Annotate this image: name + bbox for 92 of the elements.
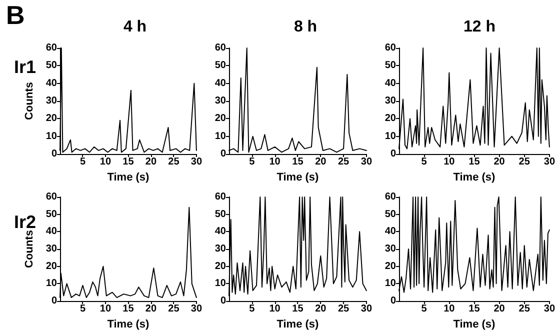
x-tick-label: 20	[494, 304, 506, 314]
x-tick-label: 15	[292, 304, 304, 314]
y-tick-label: 40	[46, 78, 58, 89]
x-tick-label: 30	[360, 304, 372, 314]
x-tick-label: 10	[100, 156, 112, 168]
y-tick-label: 60	[46, 42, 58, 54]
y-tick-label: 20	[214, 260, 226, 272]
y-tick-label: 40	[46, 226, 58, 238]
y-tick-label: 10	[46, 130, 58, 142]
x-tick-label: 5	[421, 304, 428, 314]
y-tick-label: 0	[51, 296, 58, 306]
y-tick-label: 30	[46, 96, 58, 106]
y-tick-label: 0	[220, 296, 226, 306]
x-axis-title: Time (s)	[453, 318, 496, 330]
y-tick-label: 20	[384, 113, 396, 124]
text: Ir2	[14, 212, 36, 232]
text: B	[6, 0, 25, 30]
text: Ir1	[14, 57, 36, 77]
chart-title: 4 h	[123, 18, 147, 36]
y-axis-title: Counts	[23, 230, 36, 268]
y-tick-label: 0	[51, 148, 58, 160]
y-tick-label: 10	[384, 130, 396, 142]
y-tick-label: 50	[384, 60, 396, 72]
y-tick-label: 50	[214, 208, 226, 220]
x-tick-label: 25	[338, 156, 350, 168]
chart-title: 12 h	[463, 18, 496, 36]
y-tick-label: 30	[214, 244, 226, 254]
y-tick-label: 10	[384, 278, 396, 290]
x-tick-label: 10	[269, 156, 281, 168]
y-tick-label: 20	[46, 113, 58, 124]
y-tick-label: 50	[46, 208, 58, 220]
y-tick-label: 40	[384, 78, 396, 89]
x-tick-label: 25	[168, 156, 180, 168]
x-tick-label: 30	[190, 304, 202, 314]
x-tick-label: 30	[544, 156, 556, 168]
y-tick-label: 10	[214, 278, 226, 290]
x-tick-label: 15	[122, 304, 134, 314]
x-tick-label: 25	[168, 304, 180, 314]
x-axis-title: Time (s)	[276, 171, 320, 184]
x-axis-title: Time (s)	[276, 318, 320, 330]
y-tick-label: 60	[214, 192, 226, 202]
y-tick-label: 60	[214, 42, 226, 54]
y-tick-label: 50	[384, 208, 396, 220]
x-tick-label: 15	[122, 156, 134, 168]
y-tick-label: 30	[384, 96, 396, 106]
x-tick-label: 15	[468, 156, 480, 168]
y-axis-title: Counts	[23, 82, 36, 120]
y-tick-label: 60	[384, 192, 396, 202]
y-tick-label: 30	[214, 96, 226, 106]
x-tick-label: 10	[100, 304, 112, 314]
y-tick-label: 20	[214, 113, 226, 124]
x-tick-label: 10	[269, 304, 281, 314]
x-tick-label: 20	[145, 304, 157, 314]
x-tick-label: 20	[494, 156, 506, 168]
x-tick-label: 20	[315, 304, 327, 314]
x-tick-label: 10	[444, 304, 456, 314]
y-tick-label: 10	[214, 130, 226, 142]
chart-title: 8 h	[294, 18, 318, 36]
x-tick-label: 20	[315, 156, 327, 168]
x-tick-label: 5	[80, 304, 86, 314]
x-tick-label: 5	[249, 156, 256, 168]
x-tick-label: 25	[518, 156, 530, 168]
y-tick-label: 60	[384, 42, 396, 54]
x-tick-label: 25	[338, 304, 350, 314]
x-tick-label: 30	[190, 156, 202, 168]
y-tick-label: 30	[384, 244, 396, 254]
y-tick-label: 0	[390, 148, 396, 160]
x-axis-title: Time (s)	[107, 318, 150, 330]
x-tick-label: 30	[360, 156, 372, 168]
x-tick-label: 5	[80, 156, 86, 168]
x-tick-label: 25	[518, 304, 530, 314]
x-tick-label: 5	[249, 304, 256, 314]
y-tick-label: 10	[46, 278, 58, 290]
x-tick-label: 20	[145, 156, 157, 168]
x-tick-label: 5	[421, 156, 428, 168]
y-tick-label: 20	[384, 260, 396, 272]
x-tick-label: 30	[544, 304, 556, 314]
y-tick-label: 50	[46, 60, 58, 72]
x-tick-label: 15	[292, 156, 304, 168]
y-tick-label: 40	[384, 226, 396, 238]
y-tick-label: 50	[214, 60, 226, 72]
y-tick-label: 0	[220, 148, 226, 160]
y-tick-label: 60	[46, 192, 58, 202]
y-tick-label: 0	[390, 296, 396, 306]
y-tick-label: 40	[214, 78, 226, 89]
x-tick-label: 15	[468, 304, 480, 314]
y-tick-label: 40	[214, 226, 226, 238]
y-tick-label: 30	[46, 244, 58, 254]
y-tick-label: 20	[46, 260, 58, 272]
x-axis-title: Time (s)	[107, 171, 150, 184]
x-axis-title: Time (s)	[453, 171, 496, 184]
x-tick-label: 10	[444, 156, 456, 168]
